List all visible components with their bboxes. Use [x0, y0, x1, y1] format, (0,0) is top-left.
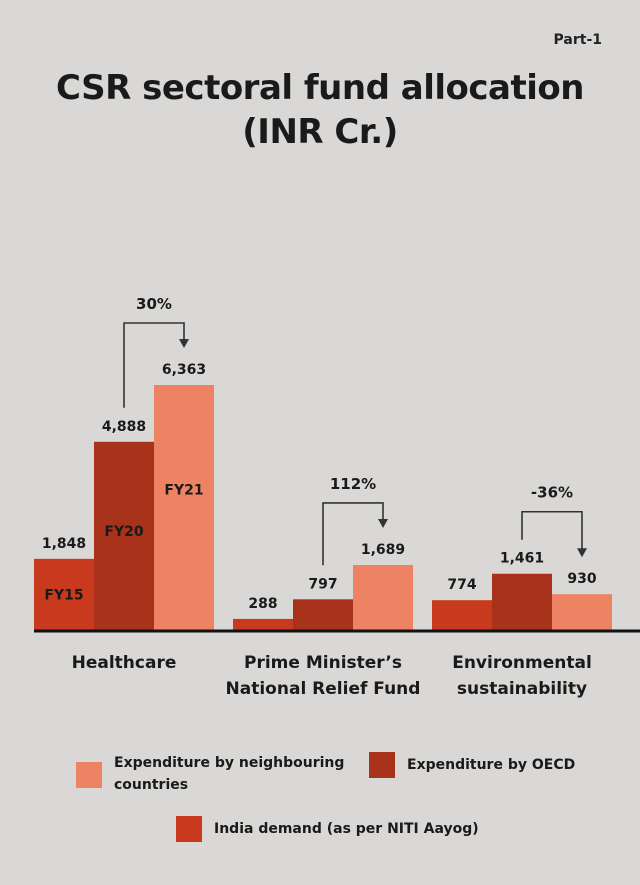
growth-connector-1 [322, 502, 384, 566]
bar-2-0 [432, 600, 492, 630]
growth-arrow-2 [577, 548, 587, 558]
value-label-1-2: 1,689 [361, 542, 405, 558]
growth-arrow-0 [179, 339, 189, 348]
value-label-0-2: 6,363 [162, 362, 206, 378]
part-label: Part-1 [553, 32, 602, 48]
legend-swatch-oecd [369, 752, 395, 778]
category-label-2: Environmental sustainability [412, 650, 632, 702]
growth-label-2: -36% [531, 484, 573, 502]
legend-item-neighbour: Expenditure by neighbouring countries [76, 752, 354, 796]
legend-item-oecd: Expenditure by OECD [369, 752, 575, 778]
value-label-1-0: 288 [248, 596, 277, 612]
category-label-1: Prime Minister’s National Relief Fund [213, 650, 433, 702]
bar-year-label-2: FY21 [164, 483, 203, 499]
bar-1-1 [293, 599, 353, 630]
bar-0-1 [94, 441, 154, 630]
category-label-2-line-1: sustainability [456, 679, 588, 699]
value-label-0-0: 1,848 [42, 536, 86, 552]
growth-label-1: 112% [330, 475, 376, 493]
category-label-1-line-0: Prime Minister’s [244, 653, 402, 673]
bar-0-2 [154, 385, 214, 630]
bar-year-label-0: FY15 [44, 587, 83, 603]
legend-item-india: India demand (as per NITI Aayog) [176, 816, 479, 842]
bar-1-2 [353, 564, 413, 630]
legend-label-india: India demand (as per NITI Aayog) [214, 821, 479, 837]
bar-0-0 [34, 558, 94, 630]
legend-swatch-india [176, 816, 202, 842]
legend-swatch-neighbour [76, 762, 102, 788]
category-label-0-line-0: Healthcare [71, 653, 177, 673]
category-label-0: Healthcare [14, 650, 234, 676]
bar-year-label-1: FY20 [104, 524, 143, 540]
title-line-2: (INR Cr.) [242, 112, 398, 152]
bar-2-2 [552, 594, 612, 630]
growth-connector-2 [521, 510, 583, 550]
title-line-1: CSR sectoral fund allocation [56, 68, 584, 108]
value-label-2-0: 774 [447, 577, 476, 593]
value-label-2-2: 930 [567, 571, 596, 587]
legend-label-oecd: Expenditure by OECD [407, 757, 576, 773]
value-label-1-1: 797 [308, 576, 337, 592]
value-label-0-1: 4,888 [102, 419, 146, 435]
bar-2-1 [492, 573, 552, 630]
growth-label-0: 30% [136, 295, 172, 313]
category-label-2-line-0: Environmental [452, 653, 592, 673]
bar-chart: 1,848 FY15 4,888 FY20 6,363 FY21 30% 288 797 1,68… [34, 295, 640, 633]
page-title: CSR sectoral fund allocation (INR Cr.) [0, 66, 640, 154]
growth-connector-0 [123, 322, 185, 408]
growth-arrow-1 [378, 518, 388, 528]
value-label-2-1: 1,461 [500, 551, 544, 567]
bar-1-0 [233, 618, 293, 630]
legend-label-neighbour: Expenditure by neighbouring countries [114, 755, 345, 793]
category-label-1-line-1: National Relief Fund [225, 679, 421, 699]
